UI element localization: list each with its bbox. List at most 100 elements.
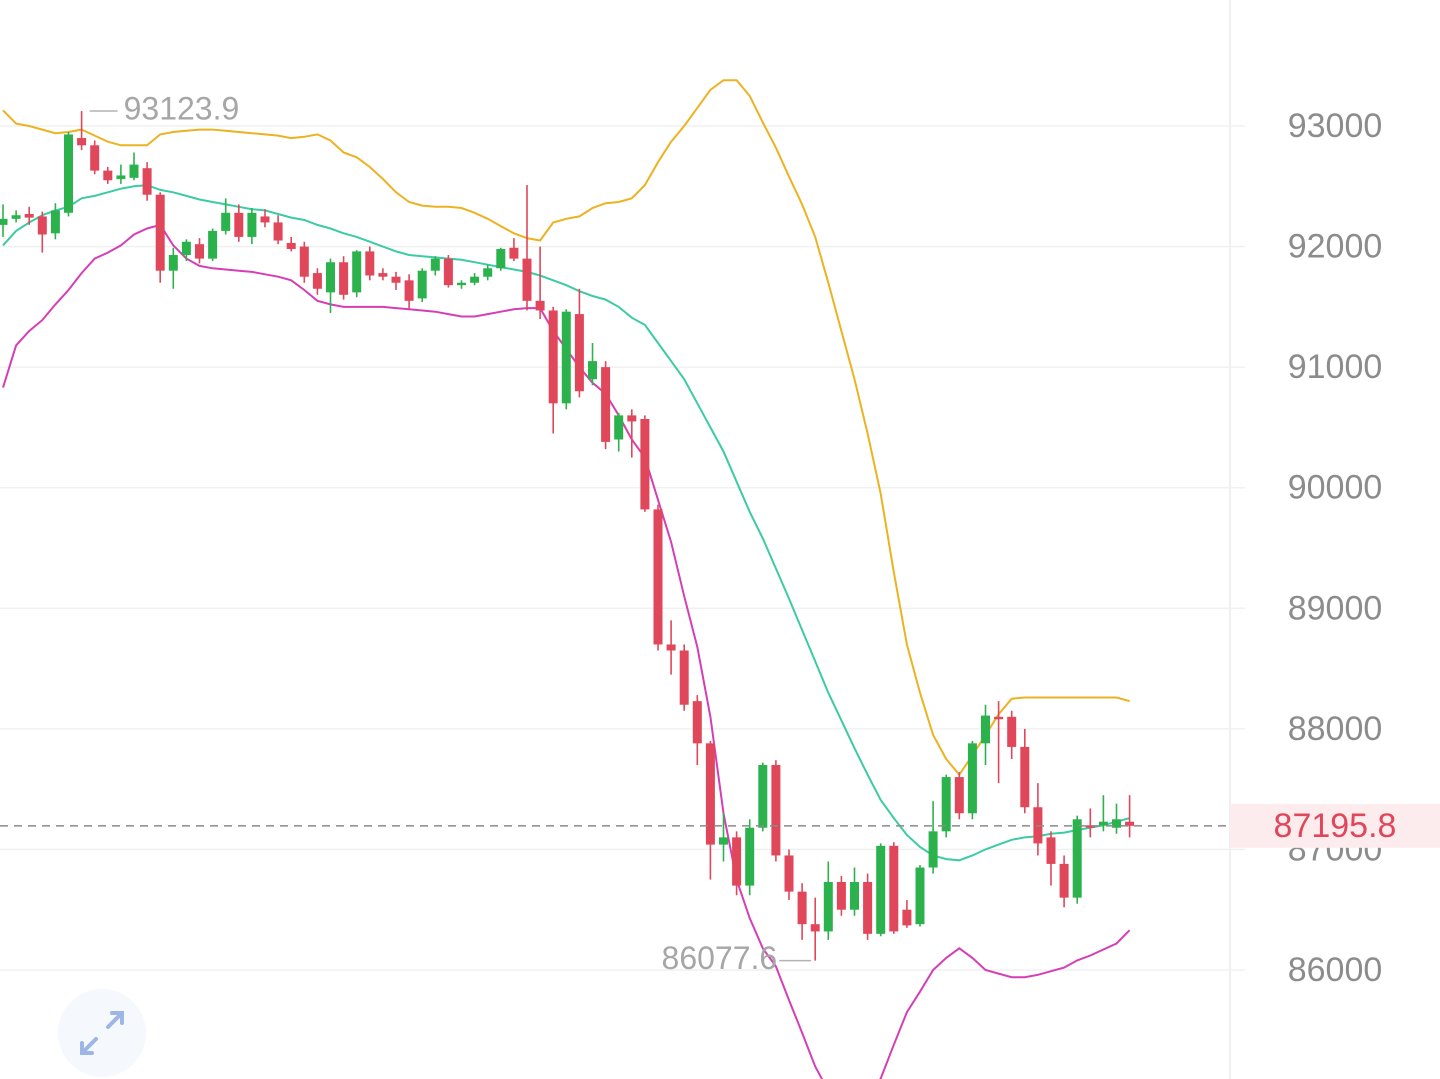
y-tick-label: 89000: [1288, 589, 1383, 627]
expand-icon[interactable]: [80, 1011, 124, 1055]
candle-body: [705, 743, 715, 845]
candle-body: [417, 270, 427, 299]
y-tick-label: 88000: [1288, 710, 1383, 748]
candle-body: [470, 276, 480, 283]
candle-body: [181, 241, 191, 256]
candle-body: [692, 701, 702, 744]
candle-body: [850, 881, 859, 910]
candle-body: [797, 891, 807, 925]
candle-body: [0, 218, 8, 225]
candle-body: [496, 248, 506, 269]
candle-body: [666, 644, 676, 651]
candle-body: [535, 300, 545, 311]
candle-body: [64, 134, 73, 213]
candle-body: [561, 311, 571, 404]
candle-body: [50, 210, 60, 234]
candle-body: [378, 273, 388, 277]
candle-body: [509, 247, 519, 259]
y-tick-label: 91000: [1288, 348, 1383, 386]
candle-body: [876, 845, 886, 934]
candle-body: [771, 765, 781, 856]
candle-body: [1020, 746, 1030, 808]
candle-body: [352, 251, 362, 293]
candle-body: [601, 367, 611, 442]
candle-body: [404, 280, 414, 301]
y-tick-label: 92000: [1288, 228, 1383, 266]
candle-body: [116, 175, 126, 180]
candle-body: [588, 361, 597, 380]
candle-body: [365, 251, 375, 276]
candle-body: [548, 310, 558, 404]
candle-body: [1112, 819, 1121, 828]
candle-body: [339, 262, 349, 295]
candle-body: [928, 831, 938, 868]
candle-body: [823, 881, 833, 932]
candle-body: [195, 244, 204, 259]
candle-body: [640, 418, 650, 510]
candle-body: [286, 242, 296, 249]
candle-body: [443, 258, 453, 286]
candles: [0, 111, 1135, 961]
candle-body: [299, 246, 309, 277]
candle-body: [863, 881, 873, 934]
candle-body: [247, 212, 257, 237]
expand-button-bg[interactable]: [58, 989, 146, 1077]
candle-body: [260, 216, 270, 223]
candle-body: [758, 765, 768, 828]
band-line: [2, 79, 1130, 777]
last-price-box: [1230, 803, 1440, 848]
candle-body: [627, 415, 637, 422]
candle-body: [1046, 837, 1056, 864]
candle-body: [981, 715, 990, 744]
candle-body: [1125, 821, 1135, 826]
y-tick-label: 86000: [1288, 951, 1383, 989]
candle-body: [522, 258, 532, 301]
overlay: 93123.9 86077.6 87195.8: [0, 91, 1440, 976]
high-annotation: 93123.9: [124, 91, 240, 127]
candle-body: [1007, 716, 1017, 747]
candle-body: [208, 230, 218, 259]
candle-body: [234, 212, 244, 237]
candle-body: [994, 716, 1004, 720]
candle-body: [941, 777, 951, 832]
candle-body: [745, 827, 755, 886]
candle-body: [902, 909, 912, 926]
expand-button[interactable]: [58, 989, 146, 1077]
candle-body: [1085, 825, 1095, 828]
low-annotation: 86077.6: [662, 940, 778, 976]
candle-body: [967, 743, 977, 814]
candle-body: [915, 867, 925, 925]
candle-body: [653, 509, 663, 645]
candle-body: [142, 168, 152, 195]
candle-body: [430, 258, 440, 271]
candle-body: [889, 845, 899, 932]
candle-body: [326, 262, 335, 293]
candle-body: [614, 415, 624, 440]
band-line: [2, 184, 1130, 862]
candle-body: [11, 215, 21, 219]
candle-body: [37, 216, 47, 235]
candle-body: [221, 212, 231, 231]
candle-body: [836, 881, 846, 910]
candle-body: [77, 138, 87, 146]
candle-body: [1059, 863, 1069, 898]
last-price-label: 87195.8: [1274, 807, 1397, 845]
candle-body: [679, 650, 689, 705]
candle-body: [90, 145, 100, 171]
candle-body: [391, 276, 401, 283]
candle-body: [732, 837, 742, 886]
candle-body: [784, 855, 794, 892]
candle-body: [954, 777, 964, 814]
candle-body: [24, 214, 34, 218]
candle-body: [457, 282, 466, 286]
y-tick-label: 93000: [1288, 107, 1383, 145]
candle-body: [483, 268, 493, 277]
y-tick-label: 90000: [1288, 469, 1383, 507]
candle-body: [103, 170, 113, 181]
candle-body: [719, 837, 728, 845]
candle-body: [155, 194, 165, 271]
